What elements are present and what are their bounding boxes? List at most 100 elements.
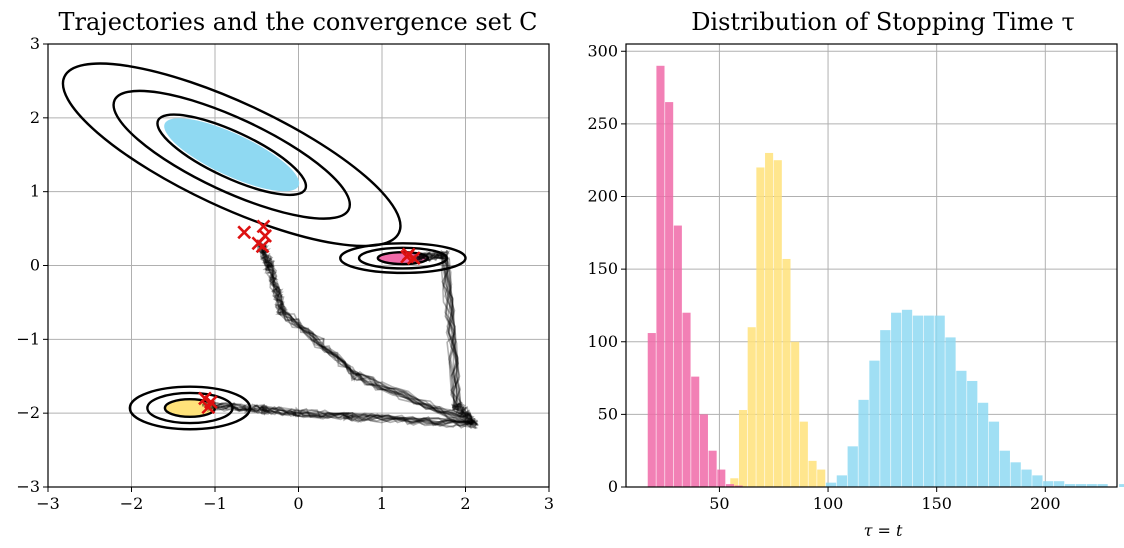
- y-tick-label: 300: [587, 41, 618, 60]
- histogram-bar: [765, 152, 774, 487]
- trajectory-line: [206, 402, 478, 426]
- y-tick-label: −3: [16, 477, 40, 496]
- histogram-bar: [1064, 484, 1076, 487]
- trajectory-line: [256, 240, 472, 426]
- histogram-bar: [691, 376, 700, 487]
- trajectory-line: [256, 241, 473, 426]
- end-marker: [237, 225, 252, 240]
- histogram-bar: [708, 450, 717, 487]
- trajectory-plot: −3 −2 −1 0 1 2 3 −3 −2 −1 0 1 2 3 Trajectories and th…: [0, 0, 562, 544]
- histogram-bar: [988, 421, 1000, 487]
- trajectory-line: [208, 402, 479, 427]
- chart-title: Trajectories and the convergence set C: [59, 8, 538, 36]
- histogram-bar: [858, 399, 869, 487]
- trajectory-line: [205, 401, 473, 429]
- x-tick-label: 150: [921, 494, 952, 513]
- histogram-bar: [869, 360, 880, 487]
- histogram-bar: [967, 380, 978, 487]
- trajectory-line: [202, 403, 479, 426]
- x-tick-label: −1: [203, 494, 227, 513]
- trajectory-line: [258, 244, 470, 422]
- end-marker: [401, 247, 416, 262]
- end-markers: [198, 219, 421, 415]
- histogram-bar: [799, 421, 808, 487]
- trajectories: [201, 239, 480, 430]
- trajectory-line: [257, 239, 474, 423]
- histogram-bar: [1086, 484, 1097, 487]
- trajectory-line: [201, 402, 478, 426]
- trajectory-line: [416, 252, 476, 426]
- contour-ellipses: [61, 62, 467, 431]
- histogram-bar: [1097, 484, 1108, 487]
- histogram-bar: [1053, 481, 1065, 487]
- trajectory-line: [257, 243, 471, 424]
- contour-ellipse: [156, 113, 308, 197]
- histogram-bar: [836, 475, 848, 487]
- contour-ellipse: [146, 391, 234, 425]
- x-tick-label: −2: [120, 494, 144, 513]
- histogram-bar: [682, 312, 691, 487]
- histogram-bar: [817, 469, 826, 487]
- histogram-bar: [1010, 462, 1021, 487]
- x-tick-label: 3: [544, 494, 554, 513]
- convergence-set-blue: [164, 118, 300, 192]
- histogram-bar: [699, 414, 708, 487]
- histogram-bar: [1119, 484, 1124, 487]
- trajectory-line: [413, 250, 474, 426]
- histogram-bar: [773, 160, 782, 487]
- histogram-bar: [977, 402, 989, 487]
- histogram-bar: [738, 410, 748, 487]
- trajectory-line: [411, 251, 477, 427]
- axis-ticks: 50 100 150 200 0 50 100 150 200 250 300: [587, 41, 1060, 513]
- x-tick-label: 2: [460, 494, 470, 513]
- trajectory-line: [258, 241, 475, 425]
- trajectory-line: [205, 402, 474, 428]
- histogram-bar: [782, 258, 791, 487]
- y-tick-label: 100: [587, 332, 618, 351]
- histogram-bar: [756, 167, 765, 487]
- trajectory-line: [204, 402, 478, 427]
- x-tick-label: 1: [377, 494, 387, 513]
- trajectory-line: [415, 252, 473, 426]
- histogram-bar: [945, 337, 956, 487]
- trajectory-line: [208, 402, 477, 424]
- trajectory-line: [258, 243, 477, 429]
- trajectory-line: [258, 240, 472, 422]
- histogram-bar: [665, 102, 674, 487]
- trajectory-line: [209, 401, 474, 426]
- y-tick-label: 200: [587, 187, 618, 206]
- histogram-bar: [734, 485, 743, 487]
- histogram-bar: [1032, 475, 1043, 487]
- histogram-bar: [747, 327, 756, 487]
- x-tick-label: 200: [1030, 494, 1061, 513]
- histogram-bar: [656, 65, 665, 487]
- trajectory-line: [202, 402, 472, 426]
- x-axis-label: τ = t: [864, 521, 903, 540]
- contour-ellipse: [112, 89, 352, 220]
- contour-ellipse: [128, 385, 252, 431]
- x-tick-label: 100: [813, 494, 844, 513]
- histogram-bar: [808, 460, 817, 487]
- histogram-bar: [847, 446, 858, 487]
- histogram-bar: [717, 469, 726, 487]
- trajectory-line: [206, 402, 473, 430]
- x-tick-label: −3: [36, 494, 60, 513]
- contour-ellipse: [357, 246, 448, 270]
- histogram-svg: 50 100 150 200 0 50 100 150 200 250 300 Distributi…: [587, 8, 1124, 540]
- x-tick-label: 0: [293, 494, 303, 513]
- trajectory-line: [260, 245, 479, 425]
- y-tick-label: 0: [30, 256, 40, 275]
- trajectory-line: [210, 401, 478, 429]
- trajectory-line: [418, 249, 474, 428]
- histogram-bar: [825, 482, 837, 487]
- histogram-bar: [934, 315, 945, 487]
- histogram-bar: [647, 333, 656, 487]
- trajectory-line: [258, 244, 480, 427]
- histogram-bar: [1075, 484, 1086, 487]
- histogram-bar: [891, 312, 902, 487]
- histogram-bar: [1021, 469, 1032, 487]
- trajectory-line: [410, 249, 473, 428]
- x-tick-label: 50: [709, 494, 729, 513]
- histogram-bar: [1043, 481, 1054, 487]
- histogram-bar: [923, 315, 934, 487]
